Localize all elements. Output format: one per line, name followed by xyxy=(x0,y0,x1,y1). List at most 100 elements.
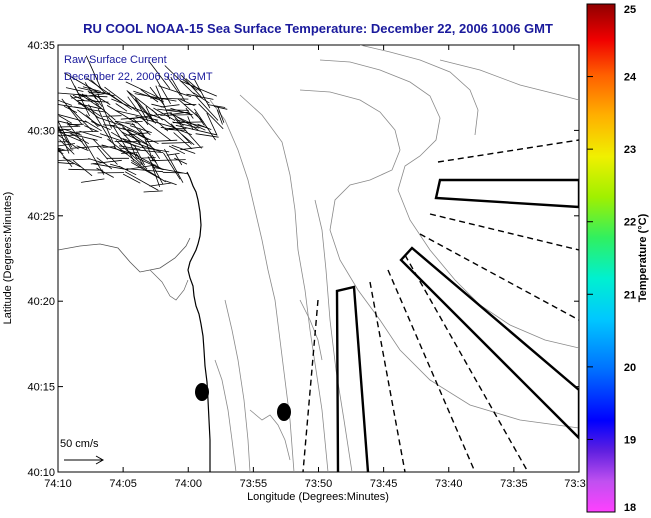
colorbar-tick-label: 20 xyxy=(624,362,636,374)
current-vector xyxy=(115,110,159,121)
current-vector xyxy=(107,138,142,166)
current-vector xyxy=(151,154,159,168)
current-vector xyxy=(70,133,98,141)
current-vector xyxy=(121,131,149,146)
x-tick-label: 74:10 xyxy=(44,478,72,490)
current-vector xyxy=(115,140,148,170)
current-vector xyxy=(213,106,228,110)
inset-label-1: Raw Surface Current xyxy=(64,54,167,66)
x-tick-label: 74:05 xyxy=(109,478,137,490)
station-marker xyxy=(195,383,209,401)
current-vector xyxy=(112,125,135,161)
current-vector xyxy=(96,146,108,160)
current-vector xyxy=(164,129,187,131)
current-vector xyxy=(110,125,134,133)
current-vector xyxy=(126,149,164,171)
station-marker xyxy=(277,403,291,421)
current-vector xyxy=(180,98,195,107)
current-vector xyxy=(88,158,105,164)
current-vector xyxy=(152,166,189,175)
current-vector xyxy=(58,115,72,124)
current-vector xyxy=(115,103,128,112)
current-vector xyxy=(124,171,159,191)
current-vector xyxy=(69,95,100,119)
current-vector xyxy=(155,77,171,104)
current-vector xyxy=(173,132,193,150)
current-vector xyxy=(193,92,210,104)
current-vector xyxy=(66,121,88,150)
current-vector xyxy=(144,138,154,162)
current-vector xyxy=(143,190,163,193)
current-vector xyxy=(72,159,93,177)
x-tick-label: 74:00 xyxy=(174,478,202,490)
colorbar-tick-label: 19 xyxy=(624,434,636,446)
current-vector xyxy=(76,100,102,117)
y-tick-label: 40:30 xyxy=(27,125,55,137)
current-vector xyxy=(69,77,80,96)
current-vector xyxy=(58,126,79,128)
current-vector xyxy=(58,125,70,154)
current-vector xyxy=(115,120,135,126)
shoreline-detail xyxy=(149,269,189,301)
current-vector xyxy=(149,113,166,121)
x-tick-label: 73:45 xyxy=(370,478,398,490)
current-vector xyxy=(194,108,216,141)
current-vector xyxy=(153,107,176,121)
current-vector xyxy=(164,65,195,95)
current-vector xyxy=(155,85,171,120)
current-vector xyxy=(104,86,138,113)
current-vector xyxy=(129,125,152,133)
current-vector xyxy=(114,121,141,135)
figure-title: RU COOL NOAA-15 Sea Surface Temperature:… xyxy=(83,21,553,36)
current-vector xyxy=(168,112,206,131)
current-vector xyxy=(90,79,105,93)
x-tick-label: 73:55 xyxy=(240,478,268,490)
current-vector xyxy=(160,104,180,108)
current-vector xyxy=(67,123,84,126)
current-vector xyxy=(145,139,178,143)
colorbar-tick-label: 25 xyxy=(624,4,636,16)
x-axis: 74:10 74:05 74:00 73:55 73:50 73:45 73:40 73:35… xyxy=(44,45,586,490)
current-vector xyxy=(78,95,108,98)
current-vector xyxy=(68,168,104,171)
current-vector xyxy=(86,98,100,103)
current-vector xyxy=(150,162,161,188)
current-vector xyxy=(172,127,192,136)
current-vector xyxy=(129,133,141,144)
current-vector xyxy=(58,158,91,161)
current-vector xyxy=(142,118,172,142)
current-vector xyxy=(151,109,163,121)
current-vector xyxy=(194,95,219,121)
x-tick-label: 73:40 xyxy=(435,478,463,490)
bathymetry-contours xyxy=(209,45,579,472)
current-vector xyxy=(84,125,99,133)
current-vector xyxy=(85,55,102,90)
current-vector xyxy=(64,72,100,94)
current-vector xyxy=(71,92,111,99)
current-vector xyxy=(58,134,79,150)
x-tick-label: 73:3 xyxy=(564,478,585,490)
current-vector xyxy=(185,78,202,93)
current-vector xyxy=(148,60,171,90)
current-vector xyxy=(185,107,194,119)
current-vector xyxy=(81,178,105,183)
current-vector xyxy=(168,145,186,155)
current-vector xyxy=(150,97,189,100)
current-vector xyxy=(163,152,181,180)
colorbar-ticks: 18 19 20 21 22 23 24 25 xyxy=(587,3,637,514)
y-axis: 40:10 40:15 40:20 40:25 40:30 40:35 xyxy=(27,40,579,479)
current-vector xyxy=(149,86,165,106)
current-vector xyxy=(101,144,139,156)
current-vector xyxy=(92,138,118,165)
current-vector xyxy=(58,162,74,165)
current-vector xyxy=(96,157,113,170)
current-vector xyxy=(68,106,94,132)
current-vector xyxy=(58,120,73,148)
current-vector xyxy=(107,116,132,143)
current-vector xyxy=(126,90,155,123)
current-vector xyxy=(125,121,143,123)
current-vector xyxy=(97,93,112,129)
current-vector xyxy=(58,150,64,155)
current-vector xyxy=(164,180,177,186)
